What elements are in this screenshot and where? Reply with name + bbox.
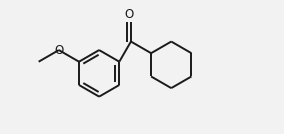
Text: O: O	[125, 8, 134, 21]
Text: O: O	[54, 44, 63, 57]
